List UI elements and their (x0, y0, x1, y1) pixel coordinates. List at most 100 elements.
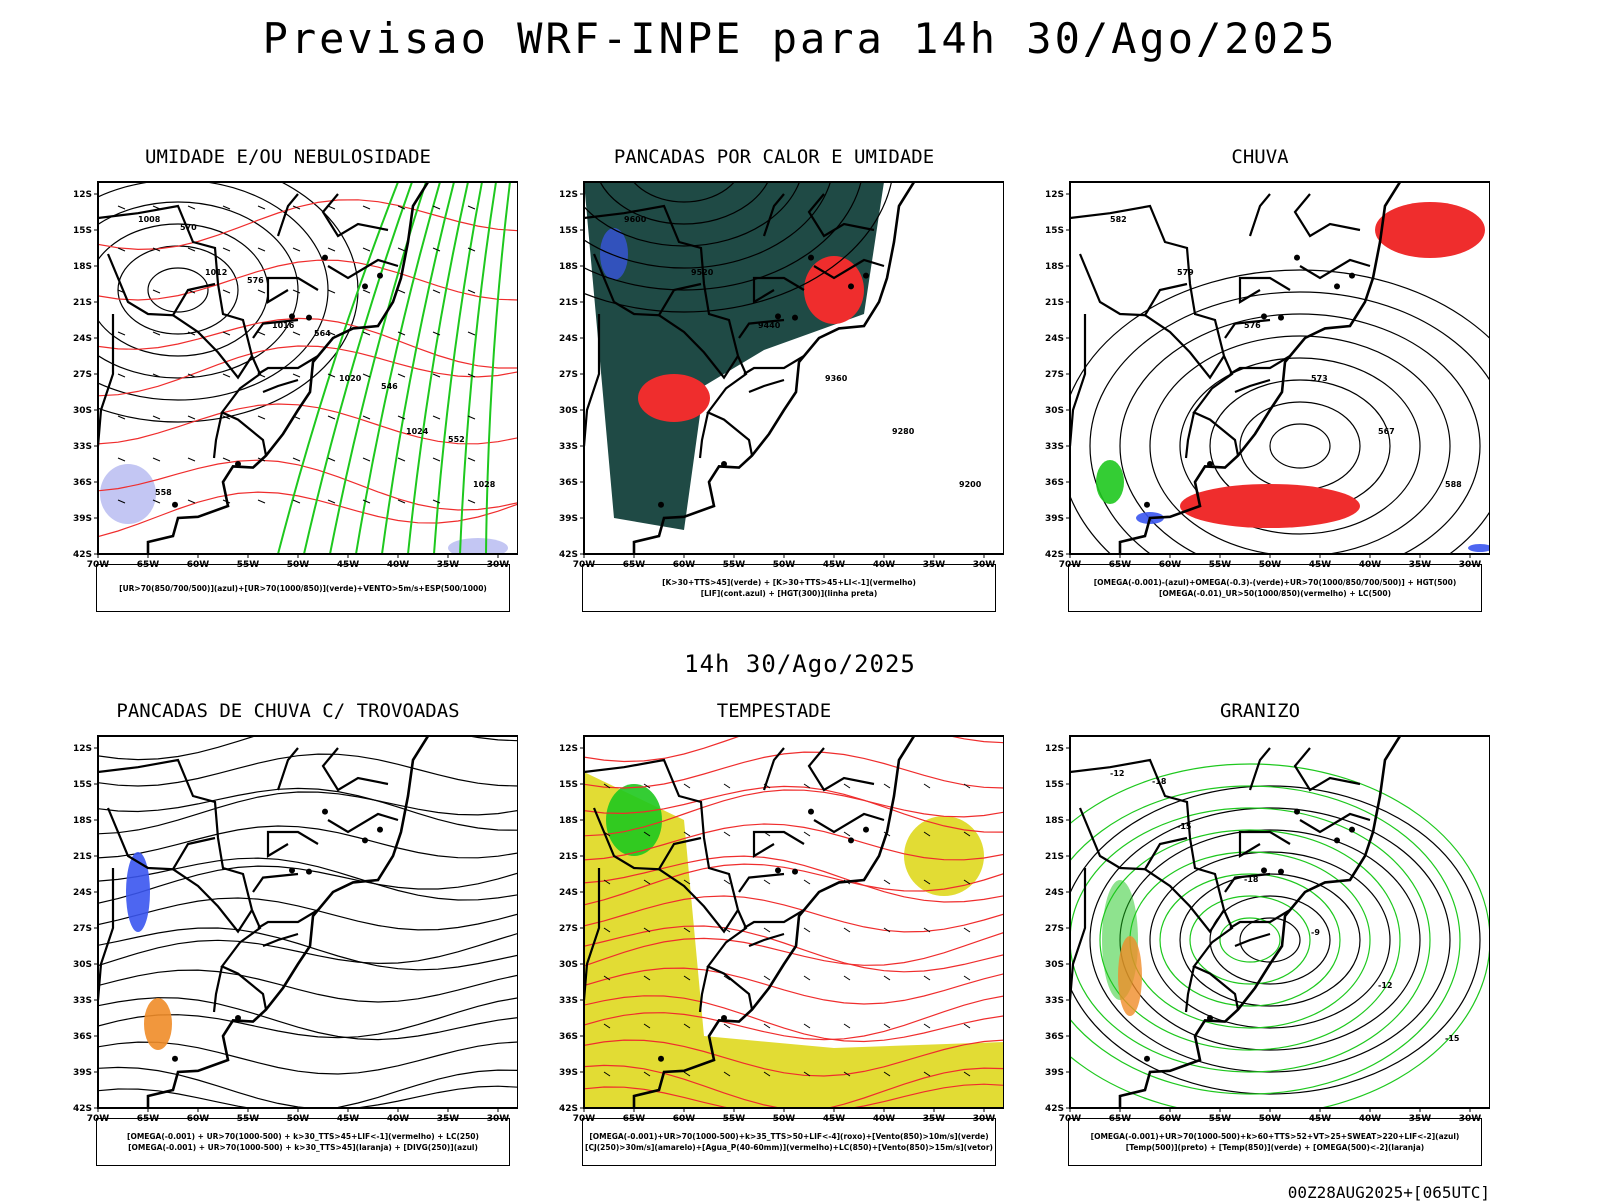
border-line (1238, 830, 1291, 858)
border-line (698, 966, 710, 1013)
wind-vector (432, 205, 441, 210)
lon-label: 60W (1159, 560, 1182, 570)
border-line (658, 868, 739, 934)
border-line (584, 758, 740, 911)
wind-vector (923, 831, 931, 837)
water-body (172, 1055, 178, 1062)
wind-vector (763, 1023, 771, 1029)
wind-vector (683, 927, 691, 933)
border-line (1248, 747, 1271, 791)
hgt-contour (1070, 269, 1490, 554)
wind-vector (152, 415, 161, 420)
wind-vector (152, 457, 161, 462)
water-body (377, 826, 383, 833)
hgt-contour (1239, 401, 1361, 491)
legend-line: [UR>70(850/700/500)](azul)+[UR>70(1000/8… (119, 583, 487, 593)
contour-label: 1008 (138, 215, 161, 224)
water-body (775, 867, 781, 874)
contour-label: 576 (1244, 321, 1261, 330)
lon-label: 50W (773, 560, 796, 570)
wind-vector (152, 289, 161, 294)
hgt-contour (599, 182, 769, 225)
water-body (289, 313, 295, 320)
wind-vector (432, 247, 441, 252)
wind-vector (187, 499, 196, 504)
contour-label: 1024 (406, 427, 429, 436)
hgt-contour (1179, 357, 1421, 535)
border-line (1238, 276, 1291, 304)
wind-vector (467, 247, 476, 252)
lon-label: 35W (437, 560, 460, 570)
wind-vector (843, 783, 851, 789)
lon-label: 70W (573, 1114, 596, 1124)
water-body (658, 1055, 664, 1062)
wind-vector (327, 457, 336, 462)
contour-label: -12 (1378, 981, 1392, 990)
wind-vector (643, 879, 651, 885)
lat-label: 27S (1045, 924, 1064, 934)
humidity-contour (277, 182, 399, 554)
lat-label: 24S (73, 888, 92, 898)
pressure-contour (147, 267, 209, 313)
lat-label: 33S (73, 996, 92, 1006)
wind-vector (117, 415, 126, 420)
lon-label: 45W (337, 560, 360, 570)
hgt-contour (584, 182, 862, 291)
streamline (98, 791, 518, 835)
panel-pancadas: PANCADAS POR CALOR E UMIDADE 9600 9520 944… (544, 146, 1004, 626)
water-body (1294, 254, 1300, 261)
legend-line: [OMEGA(-0.001) + UR>70(1000-500) + k>30_… (128, 1143, 478, 1152)
wind-vector (362, 373, 371, 378)
contour-label: 1020 (339, 374, 362, 383)
contour-label: 567 (1378, 427, 1395, 436)
wind-vector (467, 499, 476, 504)
lon-label: 55W (723, 560, 746, 570)
border-line (252, 318, 299, 339)
water-body (289, 867, 295, 874)
contour-label: 573 (1311, 374, 1328, 383)
legend-line: [OMEGA(-0.001)+UR>70(1000-500)+k>35_TTS>… (589, 1132, 989, 1141)
border-line (252, 872, 299, 893)
lat-label: 27S (559, 370, 578, 380)
water-body (1349, 826, 1355, 833)
legend-line: [LIF](cont.azul) + [HGT(300)](linha pret… (700, 589, 878, 598)
humidity-contour (433, 182, 483, 554)
border-line (706, 909, 754, 1010)
border-line (327, 812, 399, 834)
wind-vector (763, 927, 771, 933)
streamline (584, 931, 1004, 967)
panel-title: GRANIZO (1219, 700, 1301, 722)
streamline (584, 967, 1004, 1005)
humidity-contour (407, 182, 469, 554)
lon-label: 65W (1109, 1114, 1132, 1124)
wind-vector (723, 1071, 731, 1077)
water-body (792, 314, 798, 321)
wind-vector (222, 205, 231, 210)
thickness-contour (98, 317, 518, 369)
lat-label: 24S (559, 334, 578, 344)
border-line (262, 932, 299, 948)
legend-line: [CJ(250)>30m/s](amarelo)+[Agua_P(40-60mm… (585, 1143, 993, 1152)
border-line (98, 758, 254, 911)
border-line (592, 807, 702, 871)
border-line (220, 909, 268, 1010)
lat-label: 42S (559, 1104, 578, 1114)
temp500-contour (1119, 829, 1421, 1051)
temp850-contour (1189, 895, 1311, 985)
panel-title: PANCADAS DE CHUVA C/ TROVOADAS (116, 700, 460, 722)
lon-label: 35W (923, 560, 946, 570)
border-line (1234, 932, 1271, 948)
lon-label: 65W (623, 1114, 646, 1124)
main-title: Previsao WRF-INPE para 14h 30/Ago/2025 (262, 14, 1338, 63)
border-line (698, 412, 710, 459)
wind-vector (923, 1071, 931, 1077)
streamline (584, 789, 1004, 837)
wind-vector (467, 331, 476, 336)
lon-label: 60W (187, 560, 210, 570)
wind-vector (327, 331, 336, 336)
streamline (584, 863, 1004, 906)
map-frame (97, 735, 518, 1109)
lon-label: 50W (1259, 1114, 1282, 1124)
lat-label: 24S (73, 334, 92, 344)
